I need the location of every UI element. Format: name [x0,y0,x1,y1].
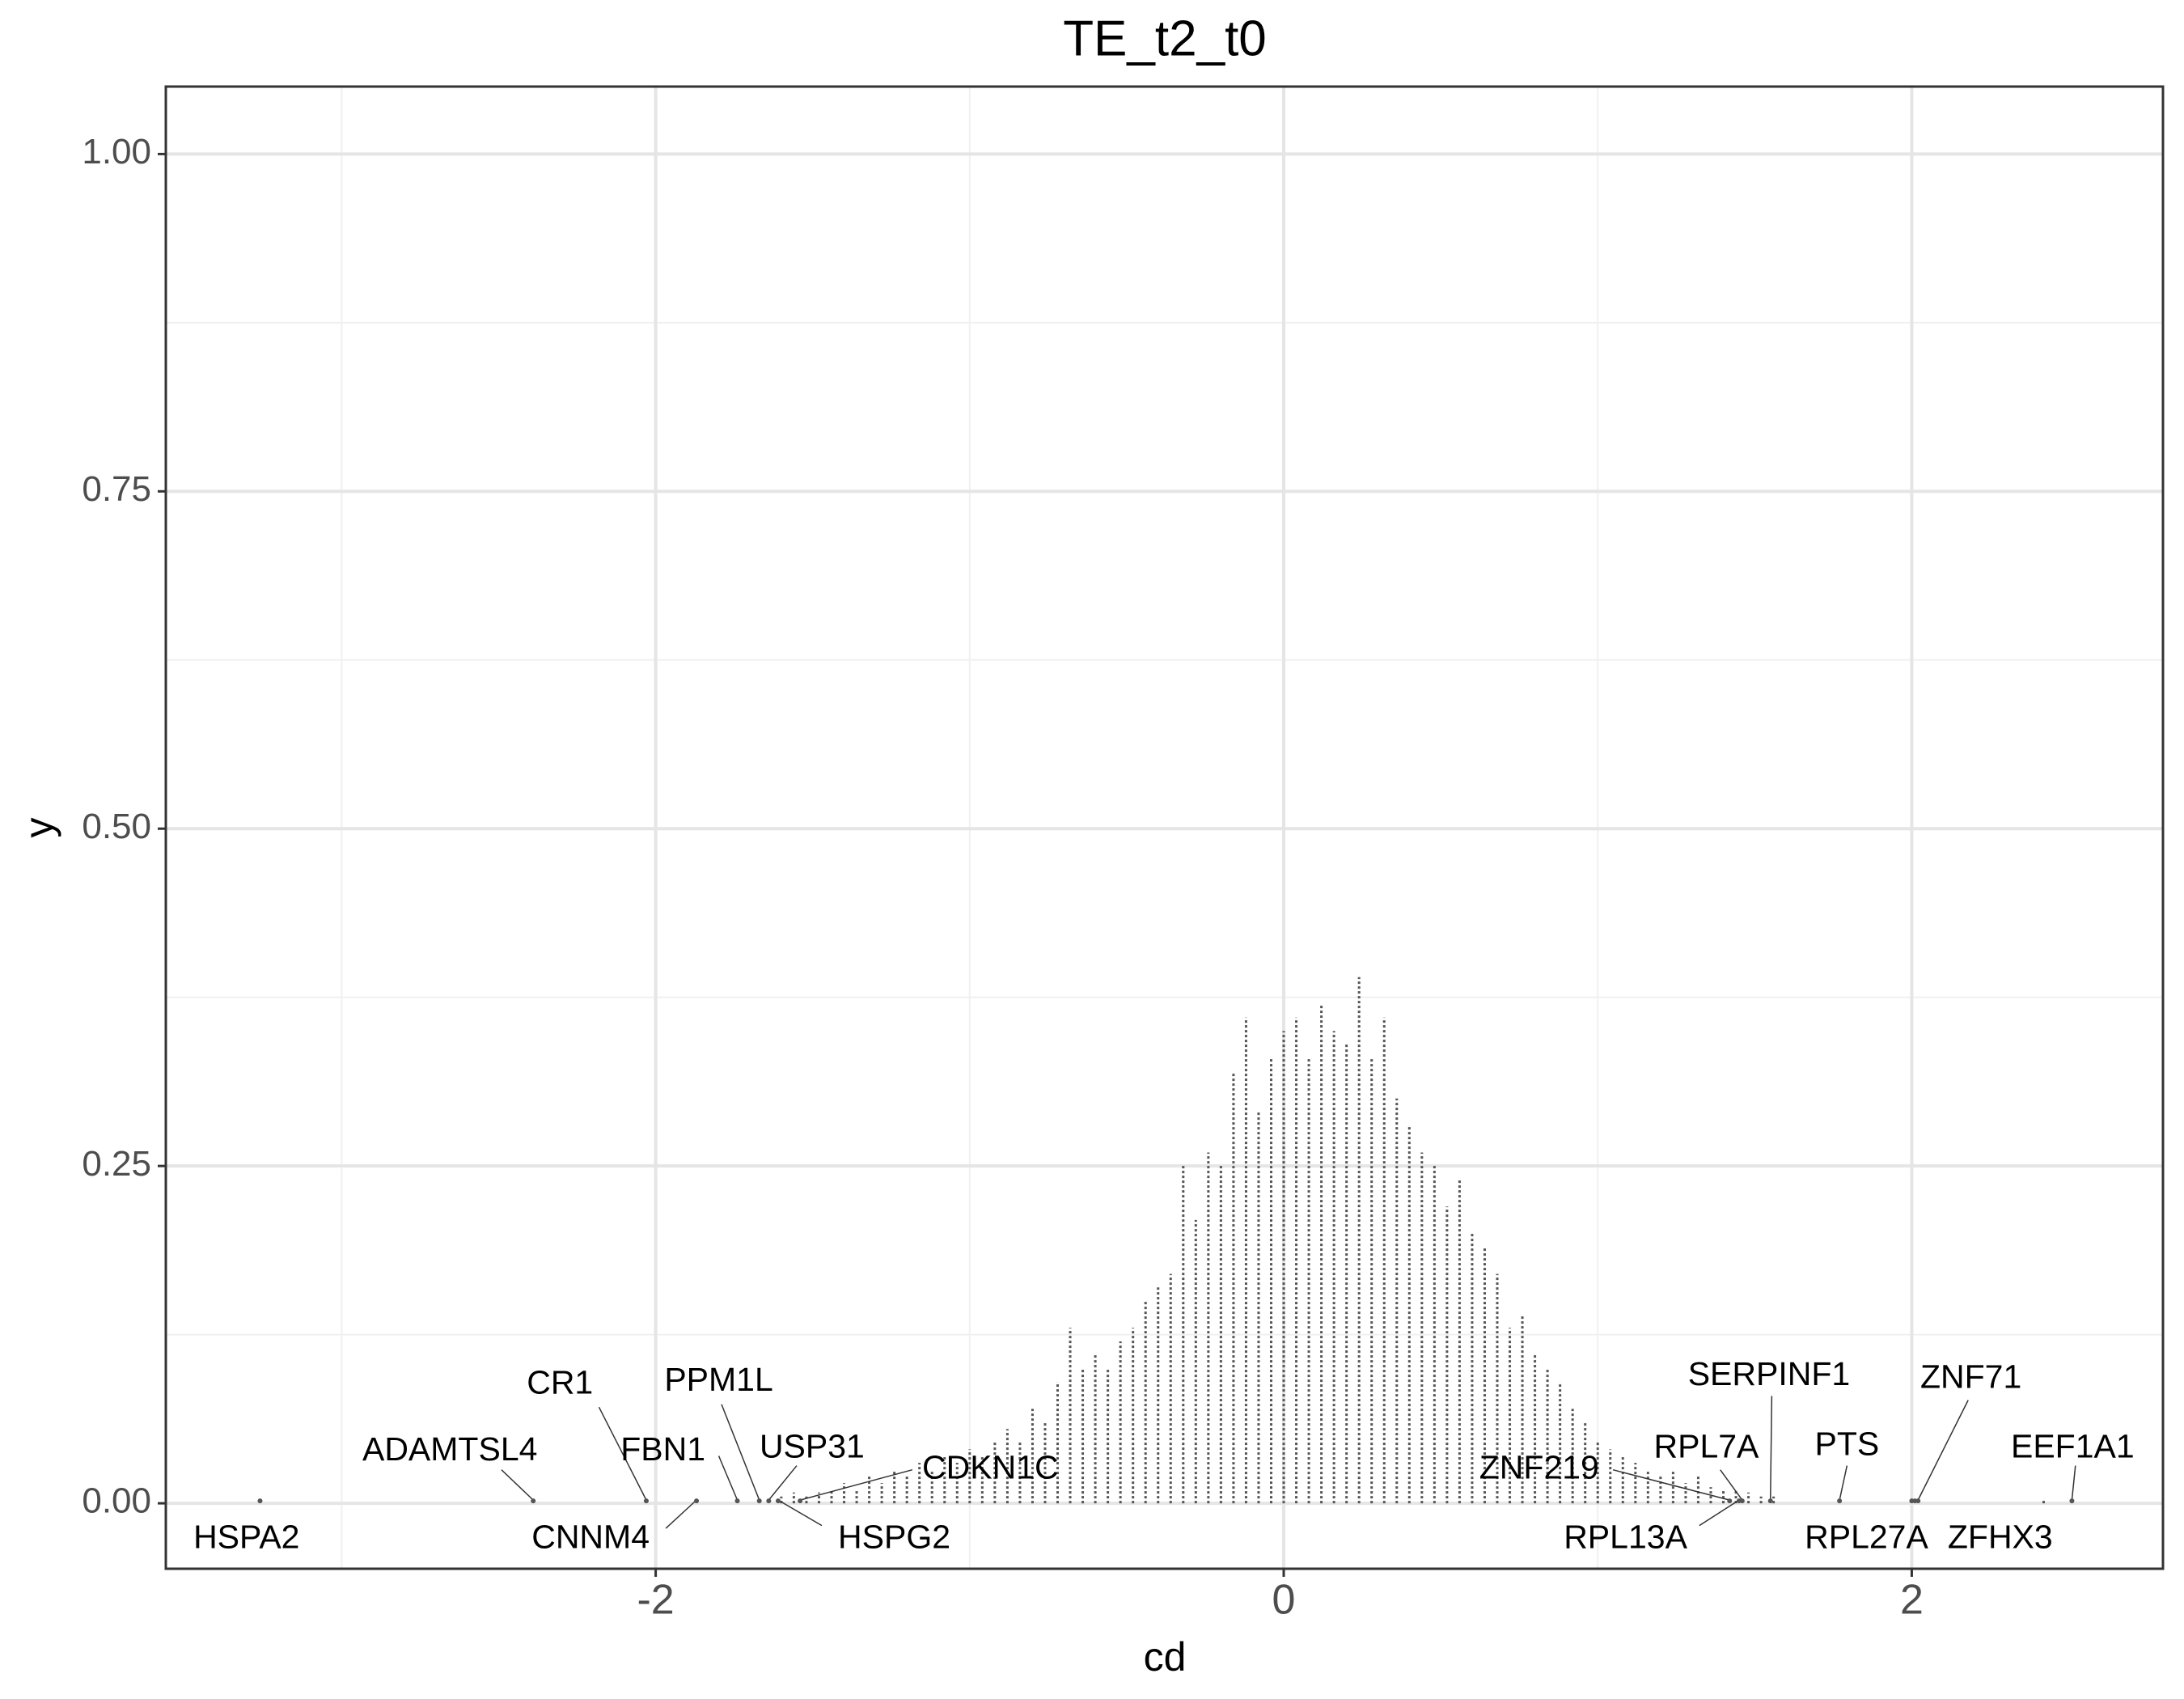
point-label: FBN1 [620,1430,705,1468]
label-leader [501,1469,534,1501]
label-leader [799,1468,913,1501]
point [756,1498,762,1504]
point [694,1498,700,1504]
y-tick-label: 0.75 [82,469,151,509]
label-leader [717,1455,739,1501]
label-leader [768,1465,798,1501]
point [1837,1498,1843,1504]
point-label: USP31 [760,1428,865,1465]
point [734,1498,740,1504]
label-leader [721,1404,760,1501]
x-tick-label: 2 [1900,1577,1924,1624]
point-label: ZNF219 [1479,1449,1599,1486]
point-label: EEF1A1 [2011,1428,2135,1465]
x-tick-label: 0 [1272,1577,1296,1624]
point [1915,1498,1921,1504]
point-label: ZFHX3 [1948,1519,2053,1556]
point [1727,1498,1733,1504]
point-label: CR1 [527,1363,593,1400]
point-label: ADAMTSL4 [362,1430,537,1468]
label-leader [1612,1468,1730,1501]
point [2069,1498,2075,1504]
label-leader [1720,1469,1743,1501]
label-leader [1917,1400,1969,1501]
point-label: HSPA2 [193,1519,299,1556]
point-label: CDKN1C [922,1449,1059,1486]
x-tick-label: -2 [637,1577,674,1624]
point-label: CNNM4 [531,1519,650,1556]
point-label: HSPG2 [838,1519,950,1556]
point-label: PTS [1814,1425,1879,1462]
chart-title: TE_t2_t0 [1063,11,1267,66]
label-leader [1699,1499,1740,1527]
plot-border [164,85,2165,1570]
point-label: RPL27A [1805,1519,1928,1556]
label-leader [665,1499,697,1529]
point-label: SERPINF1 [1688,1355,1851,1392]
point [531,1498,536,1504]
point [798,1498,803,1504]
x-axis-title: cd [1144,1634,1187,1680]
point-label: ZNF71 [1920,1358,2021,1396]
point [643,1498,649,1504]
y-tick-label: 0.50 [82,807,151,846]
label-leader [777,1499,823,1527]
point [776,1498,781,1504]
label-leader [2071,1465,2076,1501]
point-label: RPL13A [1564,1519,1687,1556]
y-axis-title: y [16,818,61,838]
point [766,1498,772,1504]
label-leader [1769,1396,1773,1501]
y-tick-label: 0.25 [82,1144,151,1184]
point [257,1498,263,1504]
y-tick-label: 1.00 [82,132,151,172]
label-leader [598,1406,647,1501]
y-tick-label: 0.00 [82,1481,151,1521]
point-label: RPL7A [1653,1428,1759,1465]
point [1767,1498,1773,1504]
point [1739,1498,1745,1504]
point-label: PPM1L [664,1361,772,1398]
label-leader [1839,1465,1848,1501]
